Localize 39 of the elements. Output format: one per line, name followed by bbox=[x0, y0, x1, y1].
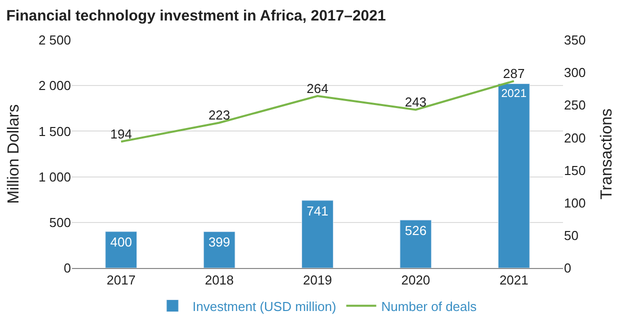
data-label: 243 bbox=[404, 94, 427, 110]
data-label: 264 bbox=[306, 80, 328, 96]
y2-tick-label: 350 bbox=[564, 32, 586, 48]
y2-tick-label: 300 bbox=[564, 65, 586, 80]
y2-tick-label: 150 bbox=[564, 162, 586, 178]
legend-label: Investment (USD million) bbox=[192, 298, 336, 314]
y2-tick-label: 250 bbox=[564, 98, 586, 113]
x-tick-label: 2020 bbox=[401, 272, 430, 288]
x-tick-label: 2021 bbox=[499, 272, 528, 288]
data-label: 287 bbox=[503, 66, 525, 81]
bar bbox=[105, 231, 138, 268]
y-tick-label: 1 500 bbox=[38, 124, 71, 139]
bar bbox=[203, 231, 236, 268]
x-tick-label: 2018 bbox=[204, 272, 234, 288]
x-tick-label: 2017 bbox=[106, 272, 136, 288]
y2-tick-label: 200 bbox=[564, 130, 586, 146]
data-label: 526 bbox=[404, 223, 427, 238]
data-label: 741 bbox=[306, 203, 328, 218]
y2-tick-label: 0 bbox=[564, 260, 572, 276]
y2-axis-title: Transactions bbox=[598, 108, 616, 200]
y-tick-label: 2 500 bbox=[38, 32, 71, 48]
y2-tick-label: 50 bbox=[564, 228, 578, 243]
data-label: 400 bbox=[110, 234, 132, 250]
y-tick-label: 0 bbox=[64, 260, 71, 276]
y2-tick-label: 100 bbox=[564, 195, 586, 210]
y-tick-label: 500 bbox=[49, 214, 71, 230]
x-tick-label: 2019 bbox=[303, 272, 332, 288]
legend-label: Number of deals bbox=[381, 298, 478, 314]
data-label: 223 bbox=[208, 107, 230, 122]
bar bbox=[400, 220, 432, 268]
y-tick-label: 1 000 bbox=[38, 169, 71, 184]
data-label: 2021 bbox=[501, 88, 527, 100]
y-axis-title: Million Dollars bbox=[5, 104, 22, 204]
data-label: 194 bbox=[110, 126, 132, 142]
data-label: 399 bbox=[208, 234, 230, 250]
bar bbox=[302, 200, 334, 268]
chart-title: Financial technology investment in Africa, 2017–2021 bbox=[6, 7, 386, 24]
bar bbox=[498, 83, 530, 268]
y-tick-label: 2 000 bbox=[38, 78, 71, 94]
